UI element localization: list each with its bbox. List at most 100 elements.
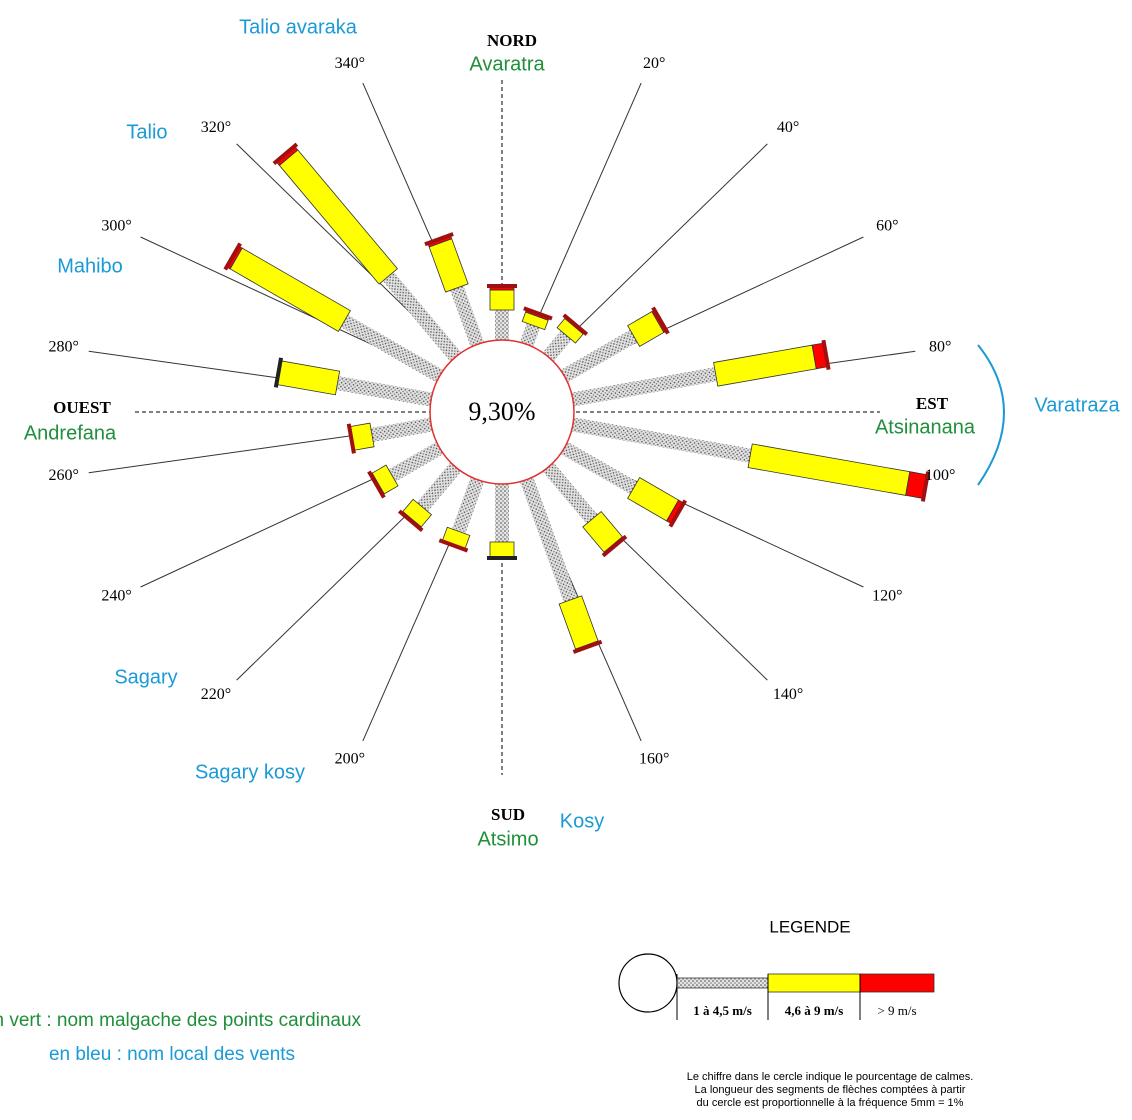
bar-segment (713, 344, 817, 387)
bar-cap (601, 534, 628, 558)
bar-cap (651, 306, 670, 335)
bar-cap (487, 284, 517, 288)
bar-cap (920, 471, 931, 502)
direction-label: 160° (639, 750, 669, 767)
direction-label: 280° (49, 338, 79, 355)
bar-segment (489, 541, 515, 559)
legend-swatch (676, 977, 769, 989)
direction-bar (520, 477, 603, 654)
bar-cap (223, 242, 242, 271)
bar-cap (367, 470, 386, 499)
direction-ray (547, 143, 768, 358)
calm-circle (429, 339, 575, 485)
direction-label: 20° (643, 55, 665, 72)
direction-bar (487, 484, 517, 560)
bar-cap (562, 313, 589, 336)
bar-segment (542, 330, 572, 362)
malagasy-east: Atsinanana (875, 416, 976, 438)
wind-name: Talio (126, 121, 167, 143)
direction-label: 120° (872, 588, 902, 605)
direction-bar (272, 142, 462, 362)
bar-cap (572, 639, 603, 654)
bar-segment (520, 477, 577, 603)
cardinal-south: SUD (491, 805, 525, 824)
bar-cap (821, 339, 831, 370)
wind-name: Mahibo (57, 255, 123, 277)
direction-label: 140° (773, 686, 803, 703)
direction-label: 220° (201, 686, 231, 703)
direction-label: 240° (101, 588, 131, 605)
direction-label: 340° (335, 55, 365, 72)
direction-ray (526, 82, 642, 345)
cardinal-east: EST (916, 394, 949, 413)
bar-segment (388, 441, 444, 482)
bar-segment (542, 462, 598, 524)
direction-label: 80° (929, 338, 951, 355)
bar-segment (336, 376, 433, 407)
bar-segment (747, 443, 911, 496)
bar-segment (495, 310, 509, 340)
legend-note: La longueur des segments de flèches comp… (695, 1084, 966, 1096)
bar-segment (416, 462, 462, 512)
wind-name: Sagary kosy (195, 761, 305, 783)
bar-cap (397, 509, 424, 532)
legend-circle (618, 953, 678, 1013)
bar-segment (340, 314, 444, 383)
direction-bar (571, 417, 931, 502)
malagasy-north: Avaratra (469, 53, 545, 75)
bar-cap (273, 357, 284, 388)
bar-segment (495, 484, 509, 542)
bar-segment (560, 329, 638, 383)
direction-label: 200° (335, 750, 365, 767)
bar-cap (272, 142, 299, 166)
malagasy-south: Atsimo (477, 828, 538, 850)
varatraza-arc (977, 344, 1005, 486)
legend-label: > 9 m/s (877, 1003, 916, 1018)
bar-segment (275, 360, 341, 396)
direction-bar (571, 339, 831, 407)
wind-name: Varatraza (1034, 394, 1120, 416)
bar-segment (489, 289, 515, 311)
calm-label: 9,30% (468, 397, 535, 426)
wind-name: Sagary (114, 666, 177, 688)
legend-note: du cercle est proportionnelle à la fréqu… (697, 1097, 964, 1109)
cardinal-west: OUEST (53, 398, 111, 417)
cardinal-north: NORD (487, 31, 537, 50)
legend-swatch (859, 973, 935, 993)
bar-segment (451, 477, 484, 534)
legend-label: 4,6 à 9 m/s (785, 1003, 844, 1018)
bar-cap (523, 306, 553, 321)
direction-bar (560, 441, 688, 528)
direction-label: 100° (925, 467, 955, 484)
bar-cap (424, 232, 454, 247)
note-green: en vert : nom malgache des points cardin… (0, 1010, 362, 1031)
legend-title: LEGENDE (769, 917, 850, 936)
direction-bar (520, 306, 553, 347)
wind-name: Talio avaraka (239, 16, 358, 38)
bar-segment (450, 285, 484, 347)
bar-segment (558, 595, 599, 650)
bar-cap (346, 423, 356, 454)
wind-name: Kosy (560, 810, 604, 832)
bar-segment (278, 149, 398, 285)
bar-cap (487, 556, 517, 560)
direction-bar (487, 284, 517, 340)
bar-cap (668, 499, 688, 528)
direction-bar (438, 477, 484, 553)
direction-bar (560, 306, 670, 383)
direction-bar (397, 462, 462, 532)
direction-label: 40° (777, 119, 799, 136)
direction-bar (542, 462, 628, 558)
bar-segment (370, 417, 433, 442)
direction-label: 320° (201, 119, 231, 136)
legend-swatch (767, 973, 861, 993)
direction-bar (223, 242, 444, 383)
direction-bar (424, 232, 484, 347)
direction-bar (273, 357, 433, 407)
bar-segment (229, 247, 351, 332)
direction-bar (367, 441, 444, 499)
legend-label: 1 à 4,5 m/s (693, 1003, 752, 1018)
direction-label: 300° (101, 218, 131, 235)
bar-segment (571, 367, 717, 407)
